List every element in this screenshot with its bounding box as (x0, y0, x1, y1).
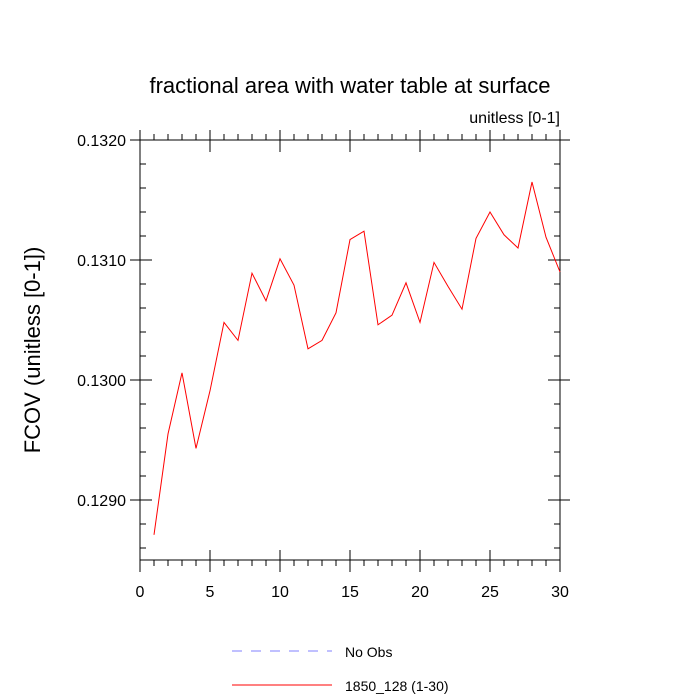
x-tick-label: 30 (551, 584, 569, 601)
x-tick-label: 5 (206, 584, 215, 601)
legend: No Obs 1850_128 (1-30) (232, 644, 449, 694)
chart-subtitle: unitless [0-1] (469, 110, 560, 127)
chart-title: fractional area with water table at surf… (149, 73, 550, 98)
x-tick-label: 15 (341, 584, 359, 601)
y-tick-label: 0.1300 (77, 373, 126, 390)
y-tick-label: 0.1310 (77, 253, 126, 270)
legend-label: 1850_128 (1-30) (345, 678, 449, 694)
y-tick-label: 0.1320 (77, 133, 126, 150)
legend-label: No Obs (345, 644, 392, 660)
x-tick-label: 25 (481, 584, 499, 601)
plot-frame (139, 139, 561, 561)
y-tick-label: 0.1290 (77, 493, 126, 510)
x-tick-label: 20 (411, 584, 429, 601)
x-tick-label: 10 (271, 584, 289, 601)
series-line-1 (153, 181, 561, 535)
y-axis-label: FCOV (unitless [0-1]) (20, 247, 45, 454)
axis-ticks: 0 5 10 15 20 25 30 0.1290 0.1300 0.1310 0.1320 (77, 130, 570, 601)
series-layer (153, 181, 561, 535)
x-tick-label: 0 (136, 584, 145, 601)
